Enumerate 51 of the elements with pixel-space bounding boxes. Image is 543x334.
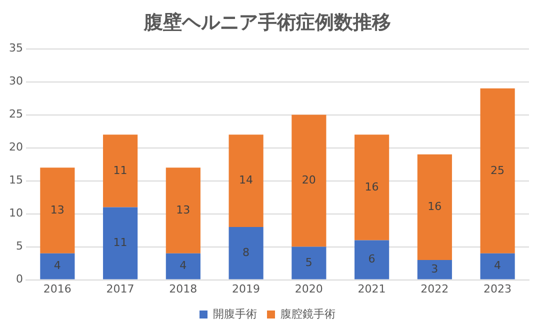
data-label: 4 bbox=[494, 259, 502, 272]
bar bbox=[417, 260, 452, 280]
x-tick-label: 2021 bbox=[358, 282, 386, 296]
bar bbox=[103, 134, 138, 208]
bar bbox=[354, 134, 390, 240]
data-label: 25 bbox=[490, 164, 505, 177]
data-label: 16 bbox=[364, 180, 379, 194]
y-tick-label: 35 bbox=[8, 42, 23, 55]
bar bbox=[292, 246, 326, 280]
y-tick-label: 30 bbox=[8, 74, 23, 88]
data-label: 13 bbox=[50, 203, 64, 216]
bar bbox=[228, 227, 264, 280]
data-label: 3 bbox=[431, 262, 438, 276]
bar bbox=[480, 253, 515, 280]
bar bbox=[103, 207, 138, 280]
y-tick-label: 25 bbox=[8, 108, 23, 121]
x-tick-label: 2019 bbox=[232, 282, 260, 296]
data-label: 13 bbox=[176, 203, 190, 216]
x-tick-label: 2018 bbox=[169, 282, 198, 296]
bar bbox=[354, 240, 390, 280]
data-label: 20 bbox=[302, 174, 316, 187]
data-label: 16 bbox=[428, 200, 442, 214]
legend-label: 腹腔鏡手術 bbox=[280, 307, 336, 320]
data-label: 5 bbox=[305, 256, 312, 269]
data-label: 4 bbox=[54, 259, 61, 272]
data-label: 4 bbox=[180, 259, 187, 272]
data-label: 14 bbox=[239, 174, 254, 187]
x-tick-label: 2023 bbox=[484, 282, 512, 296]
bar bbox=[417, 154, 452, 260]
bar bbox=[40, 168, 75, 254]
data-label: 11 bbox=[113, 236, 128, 250]
x-tick-label: 2022 bbox=[420, 282, 449, 296]
x-tick-label: 2017 bbox=[106, 282, 134, 296]
y-tick-label: 15 bbox=[8, 174, 23, 187]
bar bbox=[40, 253, 75, 280]
chart-title: 腹壁ヘルニア手術症例数推移 bbox=[143, 11, 391, 34]
bar bbox=[228, 134, 264, 227]
y-tick-label: 10 bbox=[8, 206, 23, 220]
data-label: 6 bbox=[368, 252, 376, 266]
data-label: 11 bbox=[113, 164, 128, 177]
x-tick-label: 2016 bbox=[43, 282, 72, 296]
bar bbox=[292, 114, 326, 247]
legend-label: 開腹手術 bbox=[213, 307, 257, 320]
x-tick-label: 2020 bbox=[294, 282, 323, 296]
y-tick-label: 20 bbox=[8, 140, 23, 154]
bar bbox=[166, 168, 200, 254]
bar bbox=[166, 253, 200, 280]
data-label: 8 bbox=[242, 246, 250, 260]
bar bbox=[480, 88, 515, 254]
y-tick-label: 0 bbox=[16, 272, 23, 286]
y-tick-label: 5 bbox=[16, 240, 23, 253]
